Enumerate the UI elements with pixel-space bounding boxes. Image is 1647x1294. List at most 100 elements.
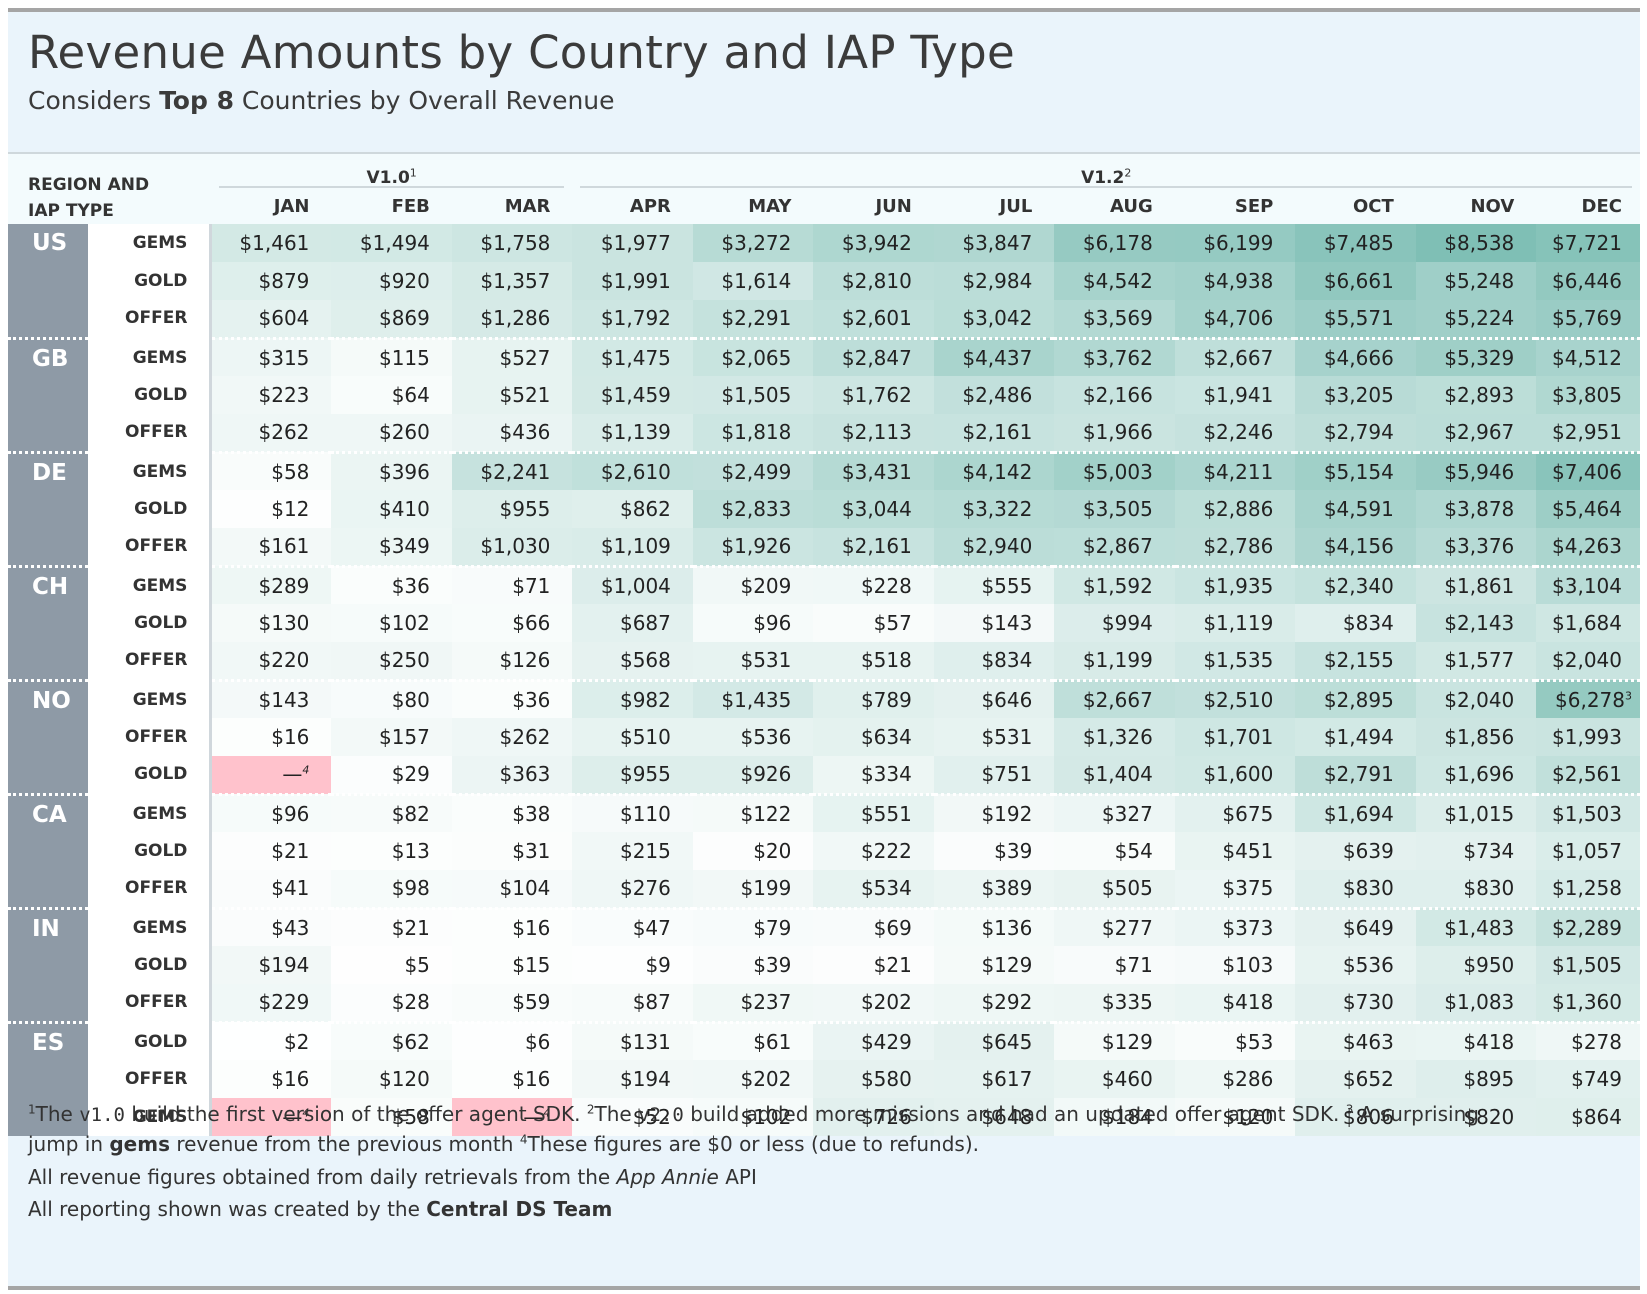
revenue-cell: $2,601 (813, 300, 934, 338)
revenue-cell: $389 (933, 870, 1055, 908)
table-row: DE GEMS $58 $396 $2,241 $2,610 $2,499 $3,431 $4,… (8, 450, 1640, 566)
table-row: GOLD $879 $920 $1,357 $1,991 $1,614 $2,810 $2,9… (8, 262, 1640, 300)
revenue-cell: $228 (813, 564, 934, 604)
revenue-cell: $1,935 (1174, 564, 1296, 604)
footnote-1-code: v1.0 (79, 1104, 125, 1126)
revenue-cell: $2,113 (813, 414, 934, 452)
month-header-aug: AUG (1110, 195, 1153, 217)
revenue-cell: $4,706 (1174, 300, 1296, 338)
table-row: GOLD $194 $5 $15 $9 $39 $21 $129 $71 $103 $536 $950… (8, 946, 1640, 984)
revenue-cell: $2,951 (1536, 414, 1640, 452)
revenue-cell: $43 (210, 906, 332, 946)
iap-type-label: GEMS (88, 906, 213, 946)
table-row: GOLD —4 $29 $363 $955 $926 $334 $751 $1,404 $1,60… (8, 756, 1640, 794)
revenue-cell: $518 (813, 642, 934, 680)
revenue-cell: $194 (210, 946, 332, 984)
revenue-cell: $250 (331, 642, 452, 680)
revenue-cell: $3,878 (1415, 490, 1537, 528)
revenue-cell: $2,241 (451, 450, 573, 490)
table-row: NO GEMS $143 $80 $36 $982 $1,435 $789 $646 $2,667… (8, 678, 1640, 794)
revenue-cell: $3,569 (1054, 300, 1175, 338)
footnote-line-1: 1The v1.0 build the first version of the… (28, 1102, 1479, 1126)
revenue-cell: $1,404 (1054, 756, 1175, 794)
revenue-cell: $334 (813, 756, 934, 794)
revenue-cell: $926 (692, 756, 814, 794)
revenue-cell: $286 (1174, 1060, 1296, 1098)
revenue-cell: $6,2783 (1536, 678, 1640, 718)
source-note: All revenue figures obtained from daily … (28, 1165, 757, 1189)
revenue-cell: $834 (1295, 604, 1416, 642)
revenue-cell: $604 (210, 300, 332, 338)
revenue-cell: $129 (933, 946, 1055, 984)
revenue-cell: $1,941 (1174, 376, 1296, 414)
month-header-nov: NOV (1470, 195, 1515, 217)
iap-type-label: OFFER (88, 870, 213, 908)
footnote-3-bold: gems (109, 1132, 170, 1156)
revenue-cell: $749 (1536, 1060, 1640, 1098)
region-header-line2: IAP TYPE (28, 201, 114, 221)
revenue-cell: $2,893 (1415, 376, 1537, 414)
footnote-2-code: v2.0 (638, 1104, 684, 1126)
footnote-2-post: build added more missions and had an upd… (683, 1102, 1340, 1126)
revenue-cell: $2,847 (813, 336, 934, 376)
revenue-cell: $6,661 (1295, 262, 1416, 300)
revenue-cell: $1,004 (572, 564, 693, 604)
region-label-in: IN (8, 906, 89, 1022)
revenue-cell: $2,895 (1295, 678, 1416, 718)
iap-type-label: GOLD (88, 832, 213, 870)
revenue-cell: $726 (813, 1098, 934, 1136)
table-body: US GEMS $1,461 $1,494 $1,758 $1,977 $3,272 $3,9… (8, 224, 1640, 1136)
revenue-cell: $2,886 (1174, 490, 1296, 528)
revenue-cell: $1,475 (572, 336, 693, 376)
revenue-cell: $2,791 (1295, 756, 1416, 794)
iap-type-label: GEMS (88, 1098, 213, 1136)
revenue-cell: $2,040 (1536, 642, 1640, 680)
revenue-cell: $675 (1174, 792, 1296, 832)
revenue-cell: $3,104 (1536, 564, 1640, 604)
table-row: OFFER $161 $349 $1,030 $1,109 $1,926 $2,161 $2,… (8, 528, 1640, 566)
revenue-cell: $830 (1295, 870, 1416, 908)
revenue-cell: $1,694 (1295, 792, 1416, 832)
footnote-3-post: revenue from the previous month (169, 1132, 514, 1156)
revenue-cell: $531 (933, 718, 1055, 756)
month-header-mar: MAR (504, 195, 551, 217)
revenue-cell: $1,993 (1536, 718, 1640, 756)
revenue-cell: $5,224 (1415, 300, 1537, 338)
month-header-jun: JUN (875, 195, 912, 217)
revenue-cell: $223 (210, 376, 332, 414)
revenue-cell: $57 (813, 604, 934, 642)
revenue-cell: $862 (572, 490, 693, 528)
month-header-dec: DEC (1581, 195, 1622, 217)
revenue-cell: $16 (451, 906, 573, 946)
revenue-cell: $16 (451, 1060, 573, 1098)
revenue-cell: $687 (572, 604, 693, 642)
table-row: ES GOLD $2 $62 $6 $131 $61 $429 $645 $129 $53 $463 $… (8, 1020, 1640, 1136)
revenue-cell: $6 (451, 1020, 573, 1060)
surprise-note-marker: 3 (1625, 689, 1632, 703)
iap-type-label: OFFER (88, 718, 213, 756)
revenue-cell: $4,512 (1536, 336, 1640, 376)
table-row: GOLD $223 $64 $521 $1,459 $1,505 $1,762 $2,486 $… (8, 376, 1640, 414)
revenue-cell: $1,592 (1054, 564, 1175, 604)
revenue-cell: $20 (692, 832, 814, 870)
revenue-cell: $61 (692, 1020, 814, 1060)
iap-type-label: GOLD (88, 604, 213, 642)
footnote-3-marker: 3 (1345, 1102, 1354, 1117)
revenue-cell: $2,340 (1295, 564, 1416, 604)
footnote-4-text: These figures are $0 or less (due to ref… (527, 1132, 979, 1156)
revenue-cell: $879 (210, 262, 332, 300)
revenue-cell: $12 (210, 490, 332, 528)
revenue-cell: $110 (572, 792, 693, 832)
month-header-jan: JAN (273, 195, 310, 217)
revenue-cell: $1,856 (1415, 718, 1537, 756)
revenue-cell: $120 (331, 1060, 452, 1098)
footnote-4-marker: 4 (519, 1132, 528, 1147)
revenue-cell: $4,142 (933, 450, 1055, 490)
revenue-cell: $21 (331, 906, 452, 946)
revenue-cell: $327 (1054, 792, 1175, 832)
footnote-2-marker: 2 (586, 1102, 595, 1117)
revenue-cell: $229 (210, 984, 332, 1022)
revenue-cell: $1,701 (1174, 718, 1296, 756)
revenue-cell: $645 (933, 1020, 1055, 1060)
revenue-cell: $536 (1295, 946, 1416, 984)
